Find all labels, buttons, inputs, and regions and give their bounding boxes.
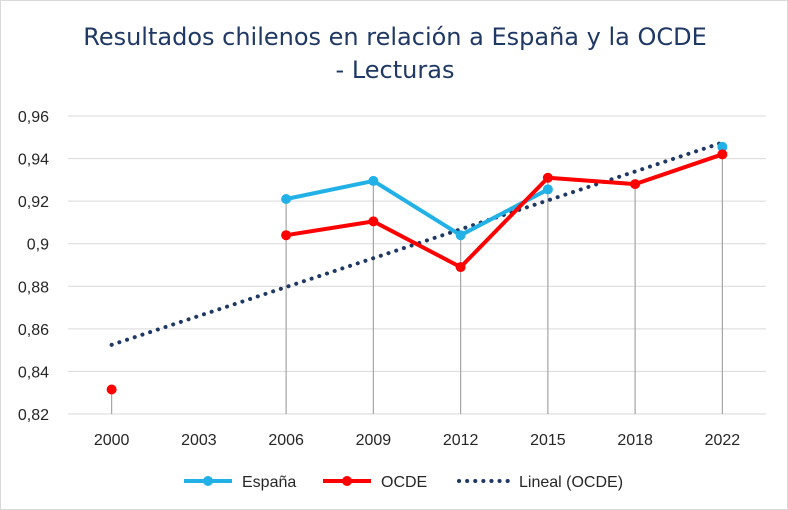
legend-label: España: [242, 474, 296, 491]
trendline-ocde: [109, 140, 725, 347]
chart-title-line-1: Resultados chilenos en relación a España…: [83, 23, 707, 51]
data-point-ocde: [455, 262, 466, 273]
legend: España OCDE Lineal (OCDE): [184, 474, 623, 491]
drop-lines: [111, 146, 723, 414]
data-point-espana: [455, 230, 466, 241]
data-point-ocde: [106, 384, 117, 395]
data-point-espana: [542, 184, 553, 195]
data-point-ocde: [542, 172, 553, 183]
x-tick-label: 2012: [443, 432, 479, 449]
y-tick-label: 0,9: [27, 237, 49, 254]
x-tick-label: 2015: [530, 432, 566, 449]
chart-title: Resultados chilenos en relación a España…: [1, 21, 787, 87]
x-tick-label: 2009: [356, 432, 392, 449]
series-layer: [106, 140, 728, 395]
series-line-ocde: [284, 152, 725, 270]
x-tick-label: 2000: [94, 432, 130, 449]
legend-label: OCDE: [381, 474, 427, 491]
legend-item-lineal-ocde-: Lineal (OCDE): [457, 474, 623, 491]
legend-marker: [203, 476, 213, 486]
data-point-espana: [368, 175, 379, 186]
y-tick-label: 0,82: [18, 407, 49, 424]
y-tick-label: 0,92: [18, 194, 49, 211]
data-point-espana: [717, 141, 728, 152]
y-tick-label: 0,88: [18, 279, 49, 296]
x-tick-label: 2018: [617, 432, 653, 449]
y-tick-label: 0,86: [18, 322, 49, 339]
data-point-espana: [281, 194, 292, 205]
series-line-espana: [284, 178, 550, 238]
chart-title-line-2: - Lecturas: [335, 56, 455, 84]
data-point-ocde: [630, 179, 641, 190]
gridlines: [68, 115, 766, 415]
legend-label: Lineal (OCDE): [519, 474, 623, 491]
y-tick-label: 0,94: [18, 152, 49, 169]
y-axis: 0,82 0,84 0,86 0,88 0,9 0,92 0,94 0,96: [18, 109, 49, 424]
y-tick-label: 0,84: [18, 364, 49, 381]
legend-item-espana: España: [184, 474, 296, 491]
x-tick-label: 2022: [705, 432, 741, 449]
legend-marker: [342, 476, 352, 486]
y-tick-label: 0,96: [18, 109, 49, 126]
data-point-ocde: [368, 216, 379, 227]
legend-item-ocde: OCDE: [323, 474, 427, 491]
x-axis: 2000 2003 2006 2009 2012 2015 2018 2022: [94, 432, 740, 449]
x-tick-label: 2003: [181, 432, 217, 449]
x-tick-label: 2006: [268, 432, 304, 449]
data-point-ocde: [717, 149, 728, 160]
data-point-ocde: [281, 230, 292, 241]
